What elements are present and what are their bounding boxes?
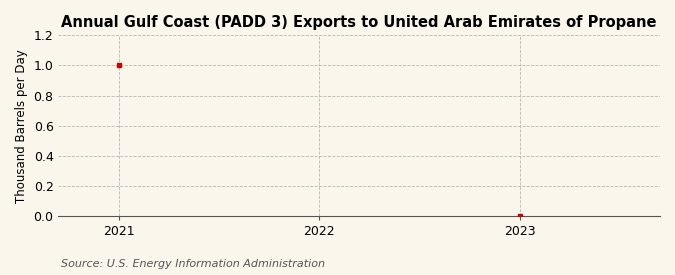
Text: Source: U.S. Energy Information Administration: Source: U.S. Energy Information Administ… xyxy=(61,259,325,269)
Y-axis label: Thousand Barrels per Day: Thousand Barrels per Day xyxy=(15,49,28,202)
Title: Annual Gulf Coast (PADD 3) Exports to United Arab Emirates of Propane: Annual Gulf Coast (PADD 3) Exports to Un… xyxy=(61,15,657,30)
